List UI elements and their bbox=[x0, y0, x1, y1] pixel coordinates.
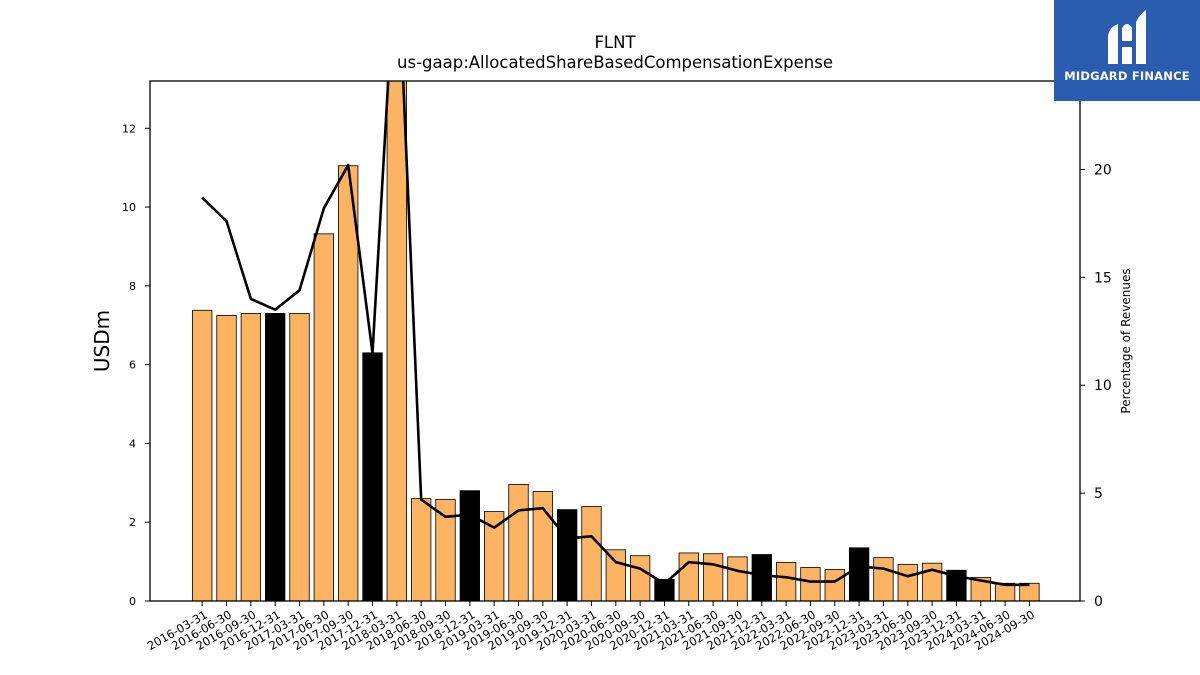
brand-name: MIDGARD FINANCE bbox=[1064, 69, 1190, 83]
y2-tick-label: 15 bbox=[1094, 270, 1112, 286]
y2-tick-label: 10 bbox=[1094, 378, 1112, 394]
bar-2021-09-30 bbox=[727, 556, 748, 601]
bar-2018-12-31 bbox=[459, 490, 480, 601]
bar-2021-03-31 bbox=[678, 552, 699, 601]
chart-subtitle: us-gaap:AllocatedShareBasedCompensationE… bbox=[397, 53, 833, 72]
bar-2023-06-30 bbox=[897, 563, 918, 601]
bar-2020-12-31 bbox=[654, 578, 675, 601]
bar-2017-12-31 bbox=[362, 352, 383, 601]
bar-2018-03-31 bbox=[386, 81, 407, 601]
bar-2020-06-30 bbox=[605, 549, 626, 601]
bar-2023-03-31 bbox=[873, 557, 894, 601]
bar-2016-12-31 bbox=[265, 313, 286, 601]
y2-tick-label: 0 bbox=[1094, 594, 1103, 610]
y-axis-ticks: 0 2 4 6 8 10 12 bbox=[122, 122, 150, 608]
bar-2017-03-31 bbox=[289, 313, 310, 601]
bar-2022-09-30 bbox=[824, 569, 845, 601]
y-tick-label: 2 bbox=[129, 516, 136, 529]
y-axis-label: USDm bbox=[90, 310, 114, 372]
bar-2019-09-30 bbox=[532, 491, 553, 601]
bar-2024-06-30 bbox=[994, 582, 1016, 601]
bar-2018-06-30 bbox=[411, 498, 432, 601]
bar-2021-06-30 bbox=[702, 553, 724, 601]
x-axis-ticks: 2016-03-312016-06-302016-09-302016-12-31… bbox=[145, 601, 1037, 653]
revenue-percentage-line bbox=[201, 81, 1030, 587]
bar-2019-06-30 bbox=[508, 483, 529, 601]
y2-axis-label: Percentage of Revenues bbox=[1119, 268, 1133, 413]
bar-2022-12-31 bbox=[848, 547, 870, 601]
y2-tick-label: 20 bbox=[1094, 162, 1112, 178]
bar-2022-03-31 bbox=[775, 561, 797, 601]
y-tick-label: 4 bbox=[129, 437, 136, 450]
y-tick-label: 0 bbox=[129, 595, 136, 608]
y-tick-label: 12 bbox=[122, 122, 136, 135]
chart-title: FLNT bbox=[594, 33, 636, 52]
brand-logo: MIDGARD FINANCE bbox=[1054, 0, 1200, 101]
bar-2016-09-30 bbox=[240, 313, 262, 601]
y-tick-label: 8 bbox=[129, 280, 136, 293]
y-tick-label: 10 bbox=[122, 201, 136, 214]
bar-2017-09-30 bbox=[338, 165, 359, 601]
y-tick-label: 6 bbox=[129, 359, 136, 372]
bar-2018-09-30 bbox=[435, 498, 456, 601]
y2-axis-ticks: 0 5 10 15 20 bbox=[1080, 162, 1112, 610]
bar-2016-06-30 bbox=[216, 314, 237, 601]
bar-2020-03-31 bbox=[581, 506, 602, 601]
plot-frame bbox=[149, 80, 1081, 602]
bar-2024-09-30 bbox=[1019, 582, 1040, 601]
midgard-logo-icon bbox=[1108, 10, 1146, 64]
bar-2022-06-30 bbox=[800, 567, 821, 601]
y2-tick-label: 5 bbox=[1094, 486, 1103, 502]
bar-2020-09-30 bbox=[629, 555, 651, 601]
bars-group bbox=[192, 81, 1040, 601]
bar-2021-12-31 bbox=[751, 554, 772, 601]
bar-2016-03-31 bbox=[192, 309, 213, 601]
bar-2017-06-30 bbox=[313, 233, 335, 601]
line-group bbox=[201, 81, 1030, 587]
bar-2019-12-31 bbox=[557, 509, 578, 601]
